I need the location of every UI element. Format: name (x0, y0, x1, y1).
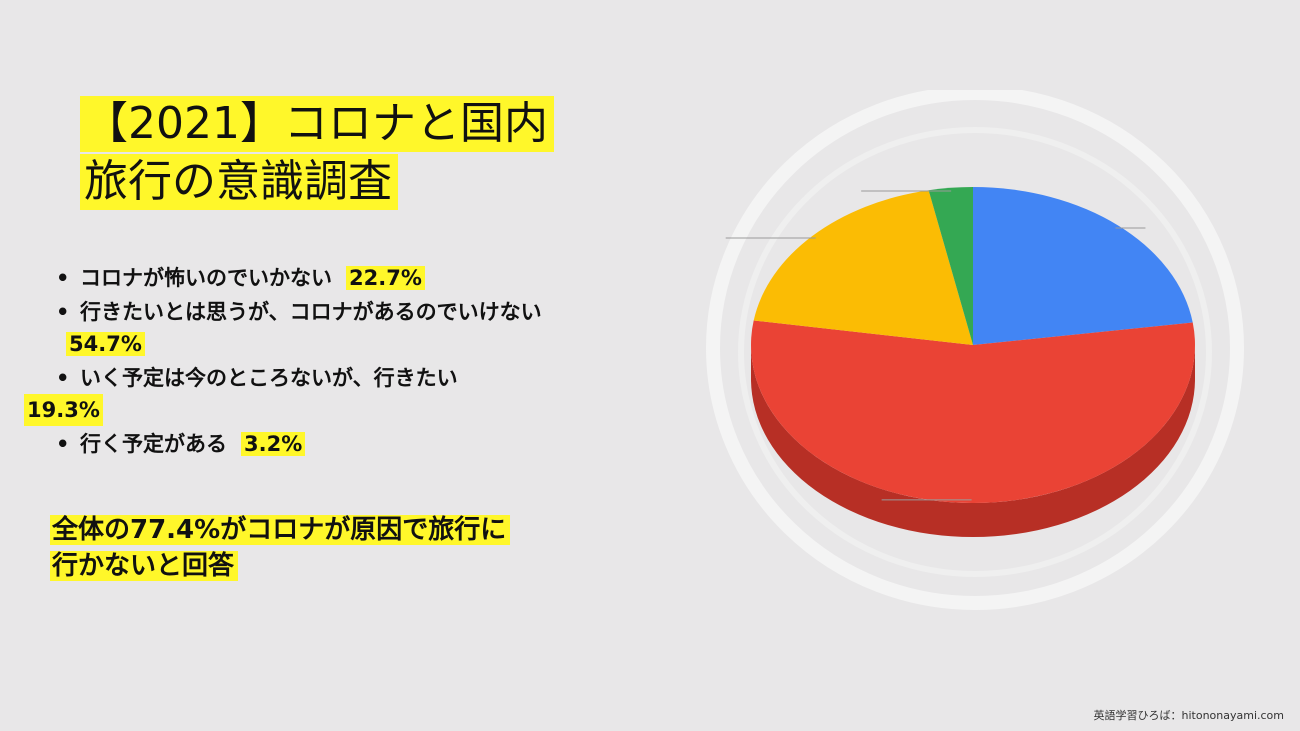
result-item-text: 行きたいとは思うが、コロナがあるのでいけない (80, 300, 542, 324)
result-item: コロナが怖いのでいかない 22.7% (52, 262, 612, 294)
result-list: コロナが怖いのでいかない 22.7% 行きたいとは思うが、コロナがあるのでいけない… (24, 262, 612, 462)
title-line-1: 【2021】コロナと国内 (80, 96, 554, 152)
result-item-pct: 22.7% (346, 266, 425, 290)
result-item-text: コロナが怖いのでいかない (80, 266, 332, 290)
source-credit: 英語学習ひろば：hitononayami.com (1093, 709, 1285, 722)
pie-side-face (751, 345, 1195, 537)
pie-slices (751, 187, 1195, 503)
pie-slice-1 (973, 187, 1193, 345)
summary-line-1: 全体の77.4%がコロナが原因で旅行に (50, 515, 511, 545)
pie-slice-4 (928, 187, 973, 345)
result-item-pct: 3.2% (241, 432, 306, 456)
pie-slice-3 (753, 190, 973, 345)
result-item-pct: 54.7% (66, 332, 145, 356)
summary-text: 全体の77.4%がコロナが原因で旅行に 行かないと回答 (50, 512, 630, 584)
decor-ring-outer (706, 90, 1244, 610)
result-item-text: 行く予定がある (80, 432, 227, 456)
result-item: 行きたいとは思うが、コロナがあるのでいけない 54.7% (52, 296, 612, 360)
pie-leader-lines (725, 190, 1146, 501)
pie-slice-2 (751, 320, 1195, 503)
page-title: 【2021】コロナと国内 旅行の意識調査 (80, 96, 554, 210)
pie-3d-side (751, 345, 1195, 537)
decor-ring-inner (738, 127, 1212, 577)
result-item-pct: 19.3% (24, 394, 103, 426)
result-item: いく予定は今のところないが、行きたい 19.3% (24, 362, 612, 426)
title-line-2: 旅行の意識調査 (80, 154, 398, 210)
summary-line-2: 行かないと回答 (50, 551, 239, 581)
result-item-text: いく予定は今のところないが、行きたい (80, 366, 458, 390)
result-item: 行く予定がある 3.2% (52, 428, 612, 460)
pie-chart (706, 90, 1244, 610)
